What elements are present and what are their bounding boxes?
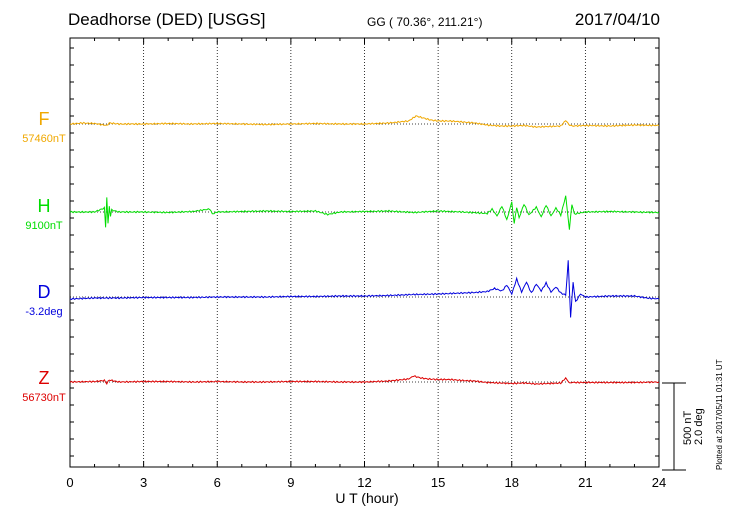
x-tick-label-21: 21 bbox=[578, 475, 592, 490]
x-tick-label-0: 0 bbox=[66, 475, 73, 490]
x-tick-label-18: 18 bbox=[505, 475, 519, 490]
baseline-value-f: 57460nT bbox=[22, 133, 66, 145]
time-gridlines bbox=[143, 38, 586, 467]
component-label-d: D -3.2deg bbox=[14, 282, 74, 318]
scale-bar-nt: 500 nT bbox=[682, 410, 694, 445]
x-tick-label-15: 15 bbox=[431, 475, 445, 490]
baseline-value-z: 56730nT bbox=[22, 392, 66, 404]
scale-bar: 500 nT 2.0 deg bbox=[662, 382, 705, 471]
series-line-h bbox=[69, 195, 660, 230]
baseline-value-h: 9100nT bbox=[25, 220, 63, 232]
x-tick-label-9: 9 bbox=[287, 475, 294, 490]
component-label-z: Z 56730nT bbox=[14, 368, 74, 404]
series-line-d bbox=[69, 260, 660, 318]
component-name-h: H bbox=[37, 196, 51, 216]
x-axis-label: U T (hour) bbox=[335, 490, 398, 506]
plotted-timestamp: Plotted at 2017/05/11 01:31 UT bbox=[715, 359, 724, 470]
series-line-f bbox=[69, 115, 660, 129]
component-label-f: F 57460nT bbox=[14, 109, 74, 145]
baseline-dotted-lines bbox=[70, 123, 659, 383]
x-tick-label-12: 12 bbox=[357, 475, 371, 490]
component-name-d: D bbox=[37, 282, 51, 302]
series-line-z bbox=[69, 375, 660, 386]
x-tick-label-24: 24 bbox=[652, 475, 666, 490]
component-name-z: Z bbox=[38, 368, 50, 388]
geographic-coordinates: GG ( 70.36°, 211.21°) bbox=[367, 15, 483, 29]
x-axis-ticks: 0 3 6 9 12 15 18 21 24 bbox=[66, 38, 666, 490]
series-traces bbox=[69, 115, 660, 386]
station-title: Deadhorse (DED) [USGS] bbox=[68, 10, 266, 29]
scale-bar-deg: 2.0 deg bbox=[693, 408, 705, 445]
x-tick-label-6: 6 bbox=[214, 475, 221, 490]
x-tick-label-3: 3 bbox=[140, 475, 147, 490]
observation-date: 2017/04/10 bbox=[574, 10, 660, 29]
baseline-value-d: -3.2deg bbox=[25, 306, 63, 318]
component-name-f: F bbox=[38, 109, 50, 129]
component-label-h: H 9100nT bbox=[14, 196, 74, 232]
plot-frame bbox=[69, 37, 660, 468]
